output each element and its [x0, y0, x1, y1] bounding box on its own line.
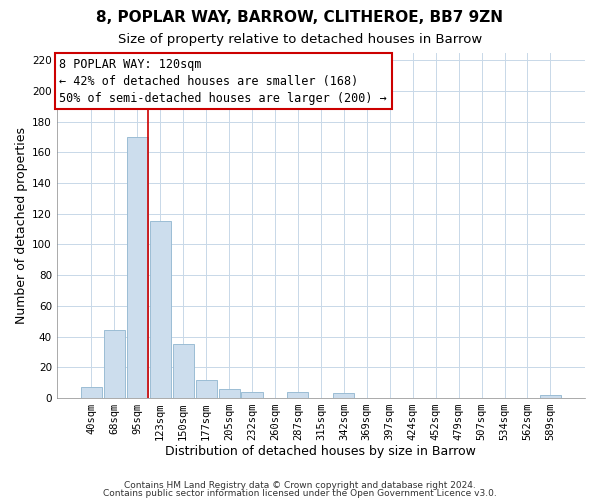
Bar [241, 392, 263, 398]
X-axis label: Distribution of detached houses by size in Barrow: Distribution of detached houses by size … [166, 444, 476, 458]
Text: 8, POPLAR WAY, BARROW, CLITHEROE, BB7 9ZN: 8, POPLAR WAY, BARROW, CLITHEROE, BB7 9Z… [97, 10, 503, 25]
Bar [196, 380, 217, 398]
Bar [540, 395, 561, 398]
Bar [173, 344, 194, 398]
Bar [127, 137, 148, 398]
Y-axis label: Number of detached properties: Number of detached properties [15, 126, 28, 324]
Text: Contains HM Land Registry data © Crown copyright and database right 2024.: Contains HM Land Registry data © Crown c… [124, 480, 476, 490]
Bar [149, 222, 171, 398]
Bar [81, 387, 102, 398]
Text: Size of property relative to detached houses in Barrow: Size of property relative to detached ho… [118, 32, 482, 46]
Bar [104, 330, 125, 398]
Bar [218, 389, 239, 398]
Text: Contains public sector information licensed under the Open Government Licence v3: Contains public sector information licen… [103, 489, 497, 498]
Bar [287, 392, 308, 398]
Bar [333, 394, 355, 398]
Text: 8 POPLAR WAY: 120sqm
← 42% of detached houses are smaller (168)
50% of semi-deta: 8 POPLAR WAY: 120sqm ← 42% of detached h… [59, 58, 387, 104]
